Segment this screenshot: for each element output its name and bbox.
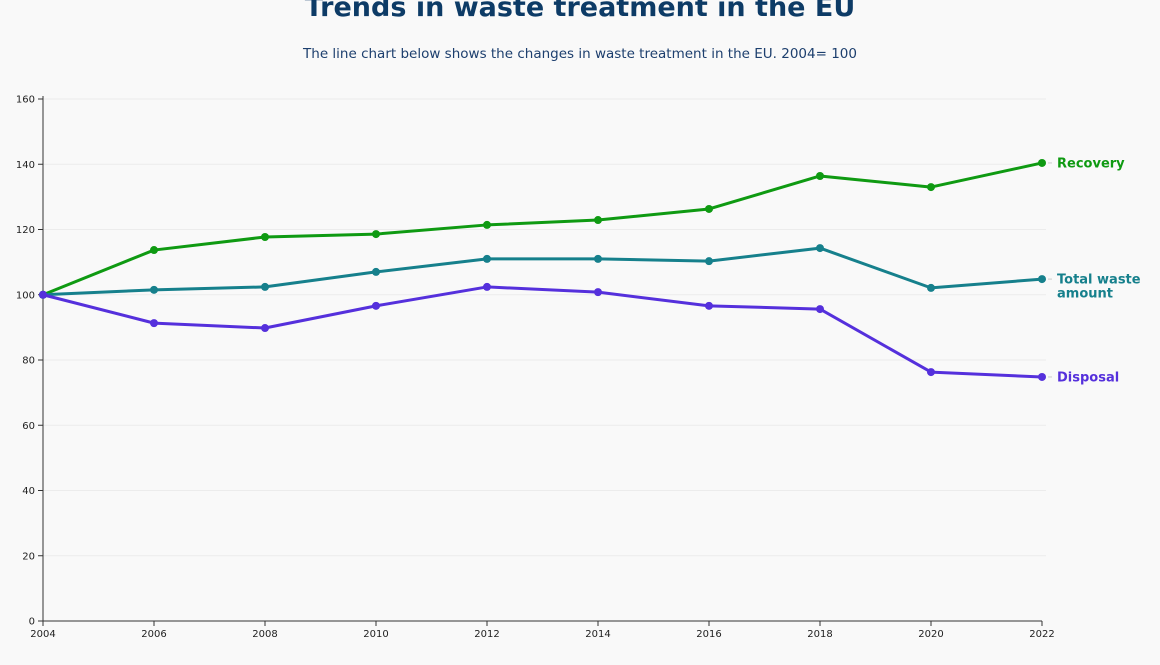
data-point-disposal [1038,372,1046,381]
data-point-disposal [39,290,47,299]
x-tick-label: 2006 [141,629,166,640]
y-tick-label: 120 [16,225,35,236]
data-point-disposal [483,282,491,291]
data-point-total-waste-amount [261,282,269,291]
data-point-total-waste-amount [594,254,602,263]
data-point-disposal [261,324,269,333]
data-point-total-waste-amount [483,254,491,263]
series-line-total-waste-amount [42,246,1043,297]
data-point-disposal [594,288,602,297]
series-label-total-waste-amount: Total waste amount [1057,273,1141,302]
x-tick-label: 2020 [918,629,943,640]
data-point-disposal [927,368,935,377]
data-point-recovery [261,233,269,242]
x-tick-label: 2012 [474,629,499,640]
x-tick-label: 2014 [585,629,610,640]
y-tick-label: 140 [16,160,35,171]
x-tick-label: 2018 [807,629,832,640]
data-point-recovery [483,220,491,229]
data-point-total-waste-amount [372,267,380,276]
x-tick-label: 2010 [363,629,388,640]
data-point-total-waste-amount [1038,275,1046,284]
data-point-disposal [372,301,380,310]
data-point-disposal [816,305,824,314]
x-tick-label: 2016 [696,629,721,640]
y-tick-label: 20 [22,551,35,562]
y-tick-label: 100 [16,290,35,301]
data-point-disposal [150,319,158,328]
data-point-recovery [705,204,713,213]
data-point-total-waste-amount [927,283,935,292]
data-point-disposal [705,301,713,310]
y-tick-label: 80 [22,356,35,367]
chart-title: Trends in waste treatment in the EU [304,0,856,23]
data-point-recovery [150,246,158,255]
data-point-recovery [1038,158,1046,167]
series-label-disposal: Disposal [1057,370,1119,385]
series-label-recovery: Recovery [1057,156,1125,171]
x-tick-label: 2004 [30,629,55,640]
data-point-total-waste-amount [816,244,824,253]
data-point-recovery [594,216,602,225]
y-tick-label: 0 [29,617,35,628]
data-point-recovery [927,183,935,192]
y-tick-label: 60 [22,421,35,432]
y-tick-label: 40 [22,486,35,497]
data-point-recovery [372,230,380,239]
series-line-recovery [42,161,1043,297]
data-point-recovery [816,171,824,180]
chart-subtitle: The line chart below shows the changes i… [303,46,857,62]
x-tick-label: 2022 [1029,629,1054,640]
x-tick-label: 2008 [252,629,277,640]
y-tick-label: 160 [16,95,35,106]
data-point-total-waste-amount [150,285,158,294]
data-point-total-waste-amount [705,257,713,266]
series-line-disposal [42,285,1043,379]
